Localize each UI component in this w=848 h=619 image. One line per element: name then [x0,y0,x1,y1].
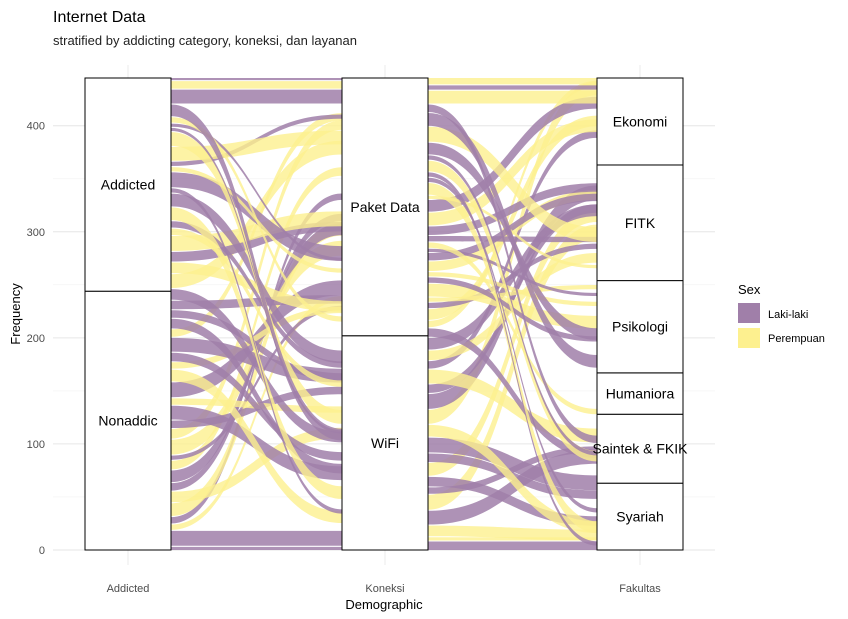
y-axis-ticks: 0 100 200 300 400 [27,121,45,557]
stratum-label-nonaddic: Nonaddic [98,413,157,429]
stratum-ekonomi [596,77,684,166]
stratum-paket-data [341,77,429,337]
flow-band [171,188,342,514]
flow-band [428,126,597,242]
flow-band [171,546,342,550]
legend: Sex Laki-laki Perempuan [738,282,825,348]
flow-band [428,96,597,212]
stratum-label-ekonomi: Ekonomi [613,113,667,129]
flow-band [428,272,597,306]
y-tick-label: 400 [27,121,45,133]
flow-band [428,160,597,462]
flow-band [171,167,342,470]
flow-band [428,155,597,456]
stratum-psikologi [596,280,684,374]
flow-band [171,172,342,261]
legend-swatch-perempuan [738,328,760,348]
stratum-label-paket-data: Paket Data [350,199,419,215]
stratum-label-saintek-fkik: Saintek & FKIK [593,441,689,457]
x-axis-ticks: Addicted Koneksi Fakultas [107,583,662,595]
legend-label-perempuan: Perempuan [768,333,825,345]
flow-band [428,204,597,394]
flow-band [428,130,597,369]
x-tick-label: Addicted [107,583,150,595]
flow-band [428,195,597,269]
flow-band [171,530,342,546]
y-axis-title: Frequency [8,283,23,345]
flow-band [171,117,342,322]
chart-subtitle: stratified by addicting category, koneks… [53,33,357,48]
flow-band [428,104,597,444]
flow-band [428,90,597,104]
flow-band [171,127,342,434]
flow-band [428,85,597,90]
flow-band [428,328,597,458]
flow-band [428,224,597,510]
flows [171,78,597,550]
flow-band [428,450,597,525]
flow-band [428,525,597,541]
y-tick-label: 100 [27,439,45,451]
stratum-fitk [596,164,684,282]
flow-band [171,228,342,387]
flow-band [171,305,342,460]
legend-label-laki-laki: Laki-laki [768,309,808,321]
stratum-addicted [84,77,172,292]
y-tick-label: 0 [39,545,45,557]
flow-band [171,78,342,81]
flow-band [428,119,597,226]
flow-band [171,352,342,461]
flow-band [171,89,342,104]
flow-band [171,427,342,503]
flow-band [428,113,597,368]
x-tick-label: Koneksi [365,583,404,595]
x-tick-label: Fakultas [619,583,661,595]
stratum-wifi [341,335,429,551]
y-tick-label: 300 [27,227,45,239]
flow-band [171,221,342,262]
flow-band [428,424,597,533]
flow-band [171,123,342,261]
stratum-saintek-fkik [596,413,684,484]
x-axis-title: Demographic [345,597,423,612]
legend-swatch-laki-laki [738,303,760,323]
flow-band [428,242,597,415]
flow-band [171,310,342,381]
stratum-label-fitk: FITK [625,215,656,231]
flow-band [171,130,342,161]
flow-band [428,115,597,320]
flow-band [171,221,342,368]
flow-band [171,289,342,443]
stratum-label-psikologi: Psikologi [612,319,668,335]
stratum-syariah [596,482,684,551]
flow-band [171,81,342,89]
flow-band [428,177,597,513]
legend-title: Sex [738,282,761,297]
flow-band [428,172,597,546]
flow-band [428,80,597,328]
flow-band [171,296,342,530]
chart-title: Internet Data [53,9,146,26]
stratum-label-addicted: Addicted [101,177,155,193]
flow-band [171,318,342,474]
stratum-label-wifi: WiFi [371,435,399,451]
strata: Nonaddic Addicted WiFi Paket Data Syariah Sai… [84,77,689,551]
stratum-label-syariah: Syariah [616,509,663,525]
flow-band [171,369,342,524]
flow-band [428,193,597,261]
flow-band [171,306,342,369]
stratum-nonaddic [84,290,172,551]
flow-band [428,78,597,85]
stratum-label-humaniora: Humaniora [606,386,675,402]
y-tick-label: 200 [27,333,45,345]
flow-band [428,541,597,550]
flow-band [171,207,342,499]
flow-band [171,104,342,441]
flow-band [428,209,597,476]
